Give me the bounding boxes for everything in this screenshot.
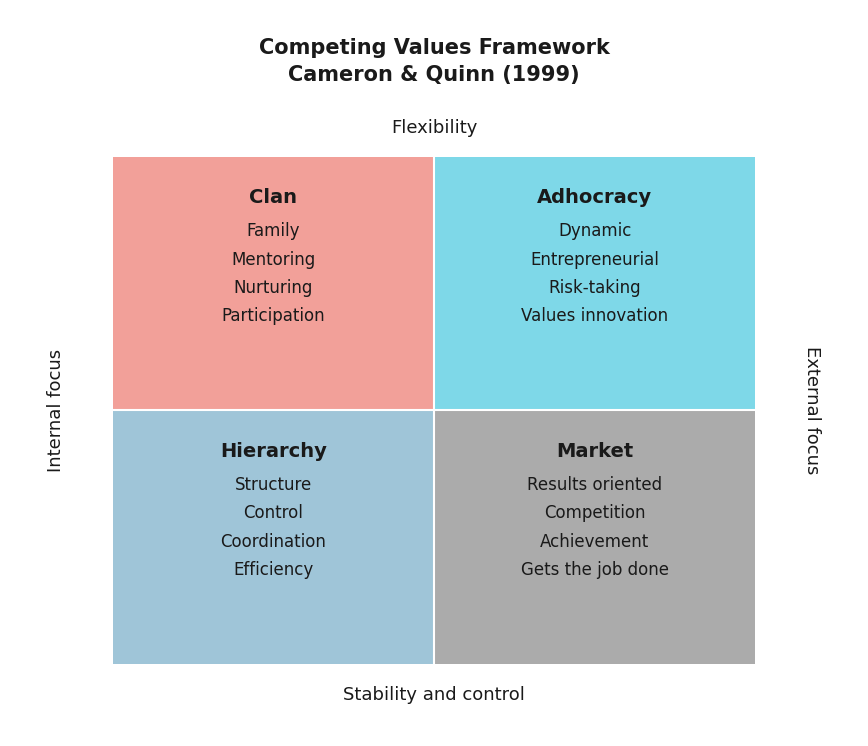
Text: Flexibility: Flexibility xyxy=(391,119,477,137)
Text: External focus: External focus xyxy=(803,346,820,474)
Text: Stability and control: Stability and control xyxy=(343,686,525,704)
Text: Hierarchy: Hierarchy xyxy=(220,442,327,461)
Text: Adhocracy: Adhocracy xyxy=(537,188,652,207)
Bar xyxy=(434,410,755,664)
Text: Clan: Clan xyxy=(249,188,298,207)
Text: Entrepreneurial: Entrepreneurial xyxy=(530,251,659,269)
Text: Gets the job done: Gets the job done xyxy=(521,561,668,579)
Text: Values innovation: Values innovation xyxy=(521,307,668,325)
Text: Nurturing: Nurturing xyxy=(233,279,313,297)
Text: Efficiency: Efficiency xyxy=(233,561,313,579)
Text: Participation: Participation xyxy=(221,307,326,325)
Text: Competing Values Framework: Competing Values Framework xyxy=(259,39,609,58)
Text: Coordination: Coordination xyxy=(220,533,326,551)
Text: Cameron & Quinn (1999): Cameron & Quinn (1999) xyxy=(288,65,580,84)
Text: Family: Family xyxy=(247,222,300,240)
Text: Market: Market xyxy=(556,442,633,461)
Bar xyxy=(434,157,755,410)
Text: Mentoring: Mentoring xyxy=(231,251,316,269)
Text: Competition: Competition xyxy=(544,504,645,522)
Bar xyxy=(113,157,434,410)
Text: Risk-taking: Risk-taking xyxy=(549,279,641,297)
Text: Results oriented: Results oriented xyxy=(527,476,662,494)
Text: Control: Control xyxy=(244,504,303,522)
Text: Achievement: Achievement xyxy=(540,533,649,551)
Text: Internal focus: Internal focus xyxy=(48,348,65,472)
Bar xyxy=(113,410,434,664)
Text: Dynamic: Dynamic xyxy=(558,222,631,240)
Text: Structure: Structure xyxy=(235,476,312,494)
